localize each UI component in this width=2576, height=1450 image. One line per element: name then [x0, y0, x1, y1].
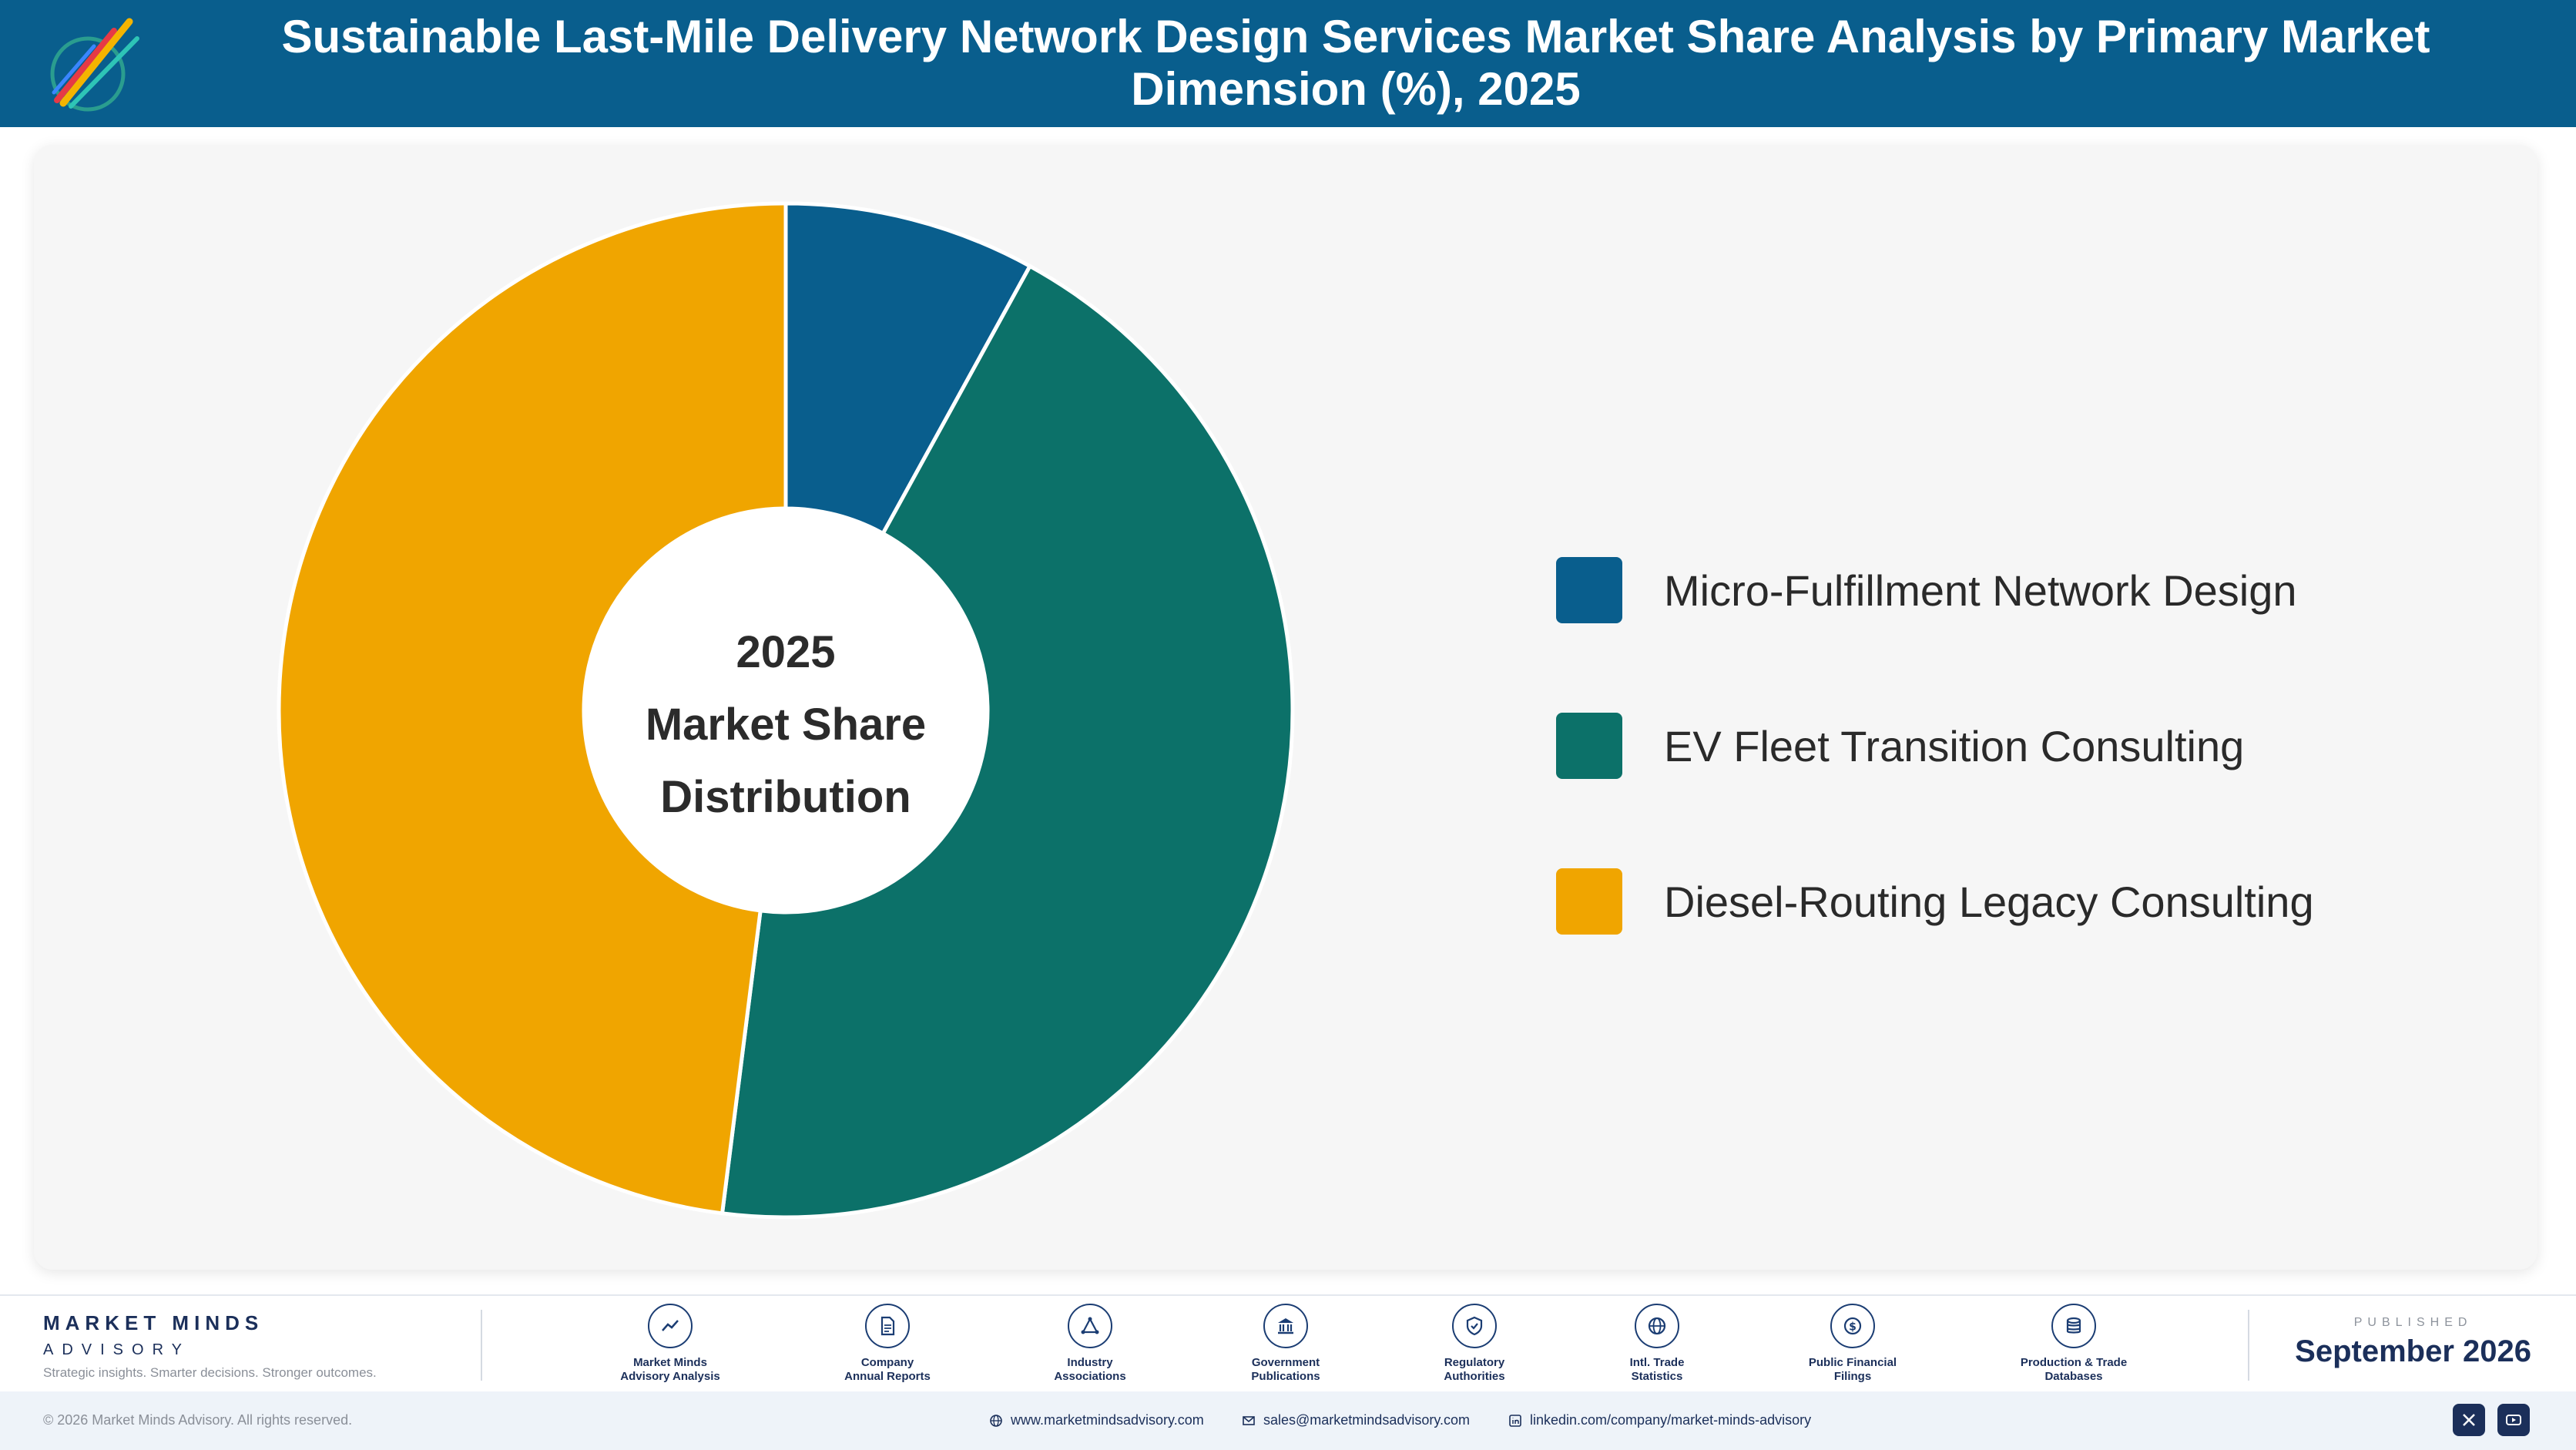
youtube-icon	[2506, 1415, 2521, 1425]
legend-swatch	[1556, 868, 1622, 935]
globe-icon	[990, 1414, 1002, 1427]
footer-sources-bar: MARKET MINDS ADVISORY Strategic insights…	[0, 1294, 2576, 1393]
linkedin-icon	[1509, 1414, 1521, 1427]
website-text: www.marketmindsadvisory.com	[1011, 1412, 1204, 1428]
svg-text:$: $	[1849, 1321, 1857, 1334]
source-item: Regulatory Authorities	[1401, 1304, 1548, 1384]
header-bar: Sustainable Last-Mile Delivery Network D…	[0, 0, 2576, 127]
shield-check-icon	[1452, 1304, 1497, 1348]
legend-label: Diesel-Routing Legacy Consulting	[1664, 877, 2314, 926]
globe-icon	[1635, 1304, 1679, 1348]
page-title: Sustainable Last-Mile Delivery Network D…	[281, 11, 2430, 115]
donut-center-label: 2025 Market Share Distribution	[632, 616, 940, 834]
published-label: PUBLISHED	[2353, 1316, 2473, 1329]
government-building-icon	[1263, 1304, 1308, 1348]
legend-item: Diesel-Routing Legacy Consulting	[1556, 824, 2314, 979]
x-social-button[interactable]	[2453, 1404, 2485, 1436]
donut-hole	[584, 509, 988, 912]
trend-chart-icon	[648, 1304, 693, 1348]
legend-label: EV Fleet Transition Consulting	[1664, 721, 2245, 770]
network-icon	[1068, 1304, 1112, 1348]
source-item: Government Publications	[1213, 1304, 1359, 1384]
legend-label: Micro-Fulfillment Network Design	[1664, 566, 2297, 615]
source-label: Market Minds Advisory Analysis	[620, 1356, 720, 1383]
chart-legend: Micro-Fulfillment Network Design EV Flee…	[1556, 512, 2314, 1056]
document-icon	[865, 1304, 910, 1348]
email-link[interactable]: sales@marketmindsadvisory.com	[1242, 1412, 1470, 1428]
source-item: $ Public Financial Filings	[1779, 1304, 1926, 1384]
footer-divider	[2248, 1310, 2249, 1381]
source-item: Industry Associations	[1017, 1304, 1163, 1384]
source-item: Production & Trade Databases	[2001, 1304, 2147, 1384]
source-label: Government Publications	[1251, 1356, 1320, 1383]
brand-sub: ADVISORY	[43, 1341, 190, 1358]
mail-icon	[1243, 1415, 1255, 1425]
website-link[interactable]: www.marketmindsadvisory.com	[989, 1412, 1204, 1428]
legend-swatch	[1556, 713, 1622, 779]
dollar-coin-icon: $	[1830, 1304, 1875, 1348]
legend-item: EV Fleet Transition Consulting	[1556, 668, 2314, 824]
source-label: Intl. Trade Statistics	[1629, 1356, 1685, 1383]
source-item: Company Annual Reports	[814, 1304, 961, 1384]
market-minds-logo-icon	[50, 18, 139, 112]
linkedin-text: linkedin.com/company/market-minds-adviso…	[1530, 1412, 1812, 1428]
center-label-year: 2025	[736, 627, 836, 677]
footer-contact-bar: © 2026 Market Minds Advisory. All rights…	[0, 1391, 2576, 1450]
source-label: Company Annual Reports	[844, 1356, 931, 1383]
source-label: Industry Associations	[1054, 1356, 1126, 1383]
database-icon	[2051, 1304, 2096, 1348]
center-label-line2: Market Share	[645, 700, 927, 750]
source-item: Market Minds Advisory Analysis	[597, 1304, 743, 1384]
footer-divider	[481, 1310, 482, 1381]
source-label: Regulatory Authorities	[1444, 1356, 1505, 1383]
brand-name: MARKET MINDS	[43, 1311, 264, 1334]
x-icon	[2463, 1414, 2475, 1426]
source-item: Intl. Trade Statistics	[1584, 1304, 1730, 1384]
source-label: Production & Trade Databases	[2020, 1356, 2128, 1383]
youtube-social-button[interactable]	[2497, 1404, 2530, 1436]
brand-tagline: Strategic insights. Smarter decisions. S…	[43, 1365, 377, 1380]
published-date: September 2026	[2295, 1334, 2531, 1368]
email-text: sales@marketmindsadvisory.com	[1263, 1412, 1471, 1428]
linkedin-link[interactable]: linkedin.com/company/market-minds-adviso…	[1508, 1412, 1811, 1428]
source-label: Public Financial Filings	[1808, 1356, 1897, 1383]
footer-brand: MARKET MINDS ADVISORY Strategic insights…	[43, 1311, 377, 1381]
legend-item: Micro-Fulfillment Network Design	[1556, 512, 2314, 668]
published-block: PUBLISHED September 2026	[2295, 1316, 2531, 1369]
center-label-line3: Distribution	[660, 772, 911, 822]
legend-swatch	[1556, 557, 1622, 623]
copyright-text: © 2026 Market Minds Advisory. All rights…	[43, 1412, 353, 1428]
